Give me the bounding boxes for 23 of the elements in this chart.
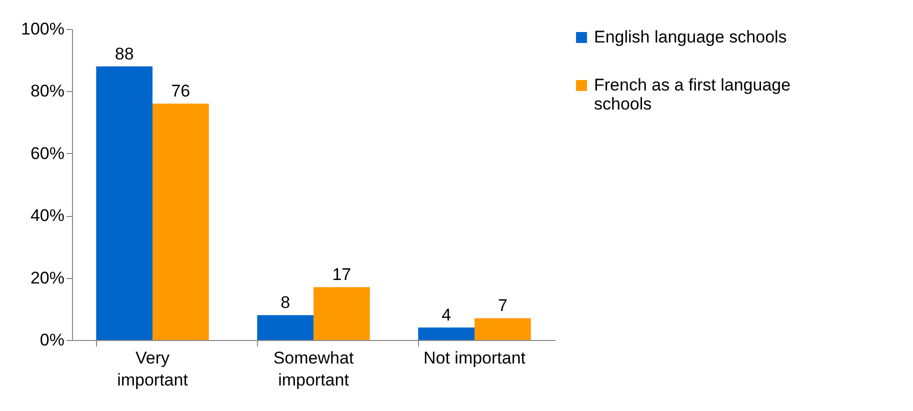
- y-tick-label: 40%: [30, 206, 64, 226]
- data-label: 88: [114, 44, 134, 64]
- data-label: 8: [280, 293, 290, 312]
- x-tick-label: Not important: [423, 348, 526, 368]
- bar: [418, 328, 474, 340]
- x-tick-label: Very important: [117, 348, 188, 390]
- legend-label: French as a first language schools: [594, 76, 791, 114]
- bar: [96, 66, 152, 340]
- data-label: 17: [332, 265, 352, 284]
- y-tick-label: 0%: [40, 330, 64, 350]
- data-label: 4: [442, 306, 452, 325]
- data-label: 7: [498, 296, 508, 316]
- data-label: 76: [171, 82, 190, 101]
- y-tick-label: 60%: [30, 144, 64, 163]
- bar: [257, 315, 314, 340]
- y-tick-label: 20%: [30, 268, 64, 288]
- bar: [314, 287, 370, 340]
- bar: [152, 104, 209, 340]
- legend-label: English language schools: [594, 28, 787, 46]
- y-tick-label: 80%: [30, 82, 64, 101]
- bar: [474, 318, 531, 340]
- x-tick-label: Somewhat important: [273, 348, 354, 390]
- y-tick-label: 100%: [21, 20, 64, 38]
